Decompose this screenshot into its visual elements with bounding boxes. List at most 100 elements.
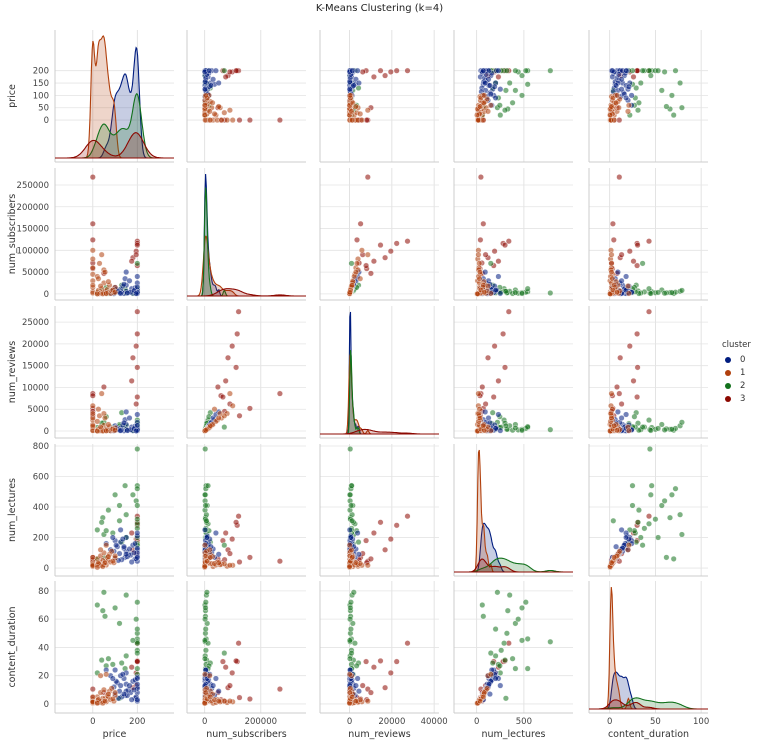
point-cluster-0 [497, 290, 504, 297]
point-cluster-2 [109, 661, 116, 668]
point-cluster-0 [355, 551, 362, 558]
point-cluster-1 [476, 275, 483, 282]
point-cluster-0 [347, 534, 354, 541]
point-cluster-2 [203, 589, 210, 596]
legend-item-2: 2 [725, 379, 751, 392]
point-cluster-3 [377, 67, 384, 74]
point-cluster-0 [134, 283, 141, 290]
y-axis-label: num_subscribers [7, 194, 18, 275]
point-cluster-2 [347, 626, 354, 633]
point-cluster-3 [246, 696, 253, 703]
panel-content_duration-vs-num_reviews: 0 20000 40000 num_reviews [319, 581, 448, 740]
point-cluster-0 [614, 269, 621, 276]
point-cluster-2 [652, 516, 659, 523]
point-cluster-1 [480, 117, 487, 124]
point-cluster-3 [222, 377, 229, 384]
point-cluster-2 [524, 635, 531, 642]
point-cluster-0 [124, 427, 131, 434]
point-cluster-1 [349, 117, 356, 124]
panel-num_lectures-vs-price: 0 200 400 600 800 num_lectures [7, 442, 174, 577]
point-cluster-3 [646, 308, 653, 315]
point-cluster-2 [489, 409, 496, 416]
panel-num_reviews-vs-num_reviews [319, 306, 439, 439]
point-cluster-1 [112, 427, 119, 434]
point-cluster-1 [625, 102, 632, 109]
point-cluster-3 [502, 364, 509, 371]
point-cluster-3 [626, 343, 633, 350]
point-cluster-2 [647, 491, 654, 498]
point-cluster-2 [103, 527, 110, 534]
point-cluster-0 [207, 82, 214, 89]
panel-price-vs-num_subscribers [186, 30, 306, 163]
point-cluster-3 [382, 72, 389, 79]
point-cluster-2 [202, 626, 209, 633]
point-cluster-0 [346, 78, 353, 85]
point-cluster-2 [122, 482, 129, 489]
point-cluster-1 [625, 427, 632, 434]
point-cluster-2 [678, 287, 685, 294]
point-cluster-3 [495, 377, 502, 384]
point-cluster-3 [646, 513, 653, 520]
point-cluster-2 [519, 427, 526, 434]
panel-price-vs-num_lectures [453, 30, 573, 163]
point-cluster-3 [246, 554, 253, 561]
point-cluster-1 [105, 553, 112, 560]
point-cluster-1 [480, 693, 487, 700]
kde-cluster-3 [589, 699, 708, 710]
point-cluster-0 [206, 67, 213, 74]
kde-cluster-3 [320, 428, 439, 435]
x-tick-label: 50 [650, 717, 661, 727]
point-cluster-3 [367, 270, 374, 277]
point-cluster-1 [101, 559, 108, 566]
point-cluster-0 [350, 82, 357, 89]
point-cluster-1 [481, 289, 488, 296]
point-cluster-1 [202, 92, 209, 99]
kde-cluster-2 [454, 557, 573, 573]
point-cluster-2 [641, 525, 648, 532]
point-cluster-3 [491, 248, 498, 255]
point-cluster-2 [506, 592, 513, 599]
x-tick-label: 0 [202, 717, 207, 727]
point-cluster-2 [519, 604, 526, 611]
kde-cluster-1 [320, 353, 439, 435]
point-cluster-2 [670, 555, 677, 562]
point-cluster-2 [668, 491, 675, 498]
point-cluster-2 [646, 520, 653, 527]
point-cluster-1 [347, 289, 354, 296]
point-cluster-0 [480, 67, 487, 74]
point-cluster-3 [367, 689, 374, 696]
point-cluster-2 [509, 655, 516, 662]
point-cluster-2 [519, 290, 526, 297]
panel-price-vs-num_reviews [319, 30, 439, 163]
point-cluster-2 [494, 589, 501, 596]
point-cluster-2 [647, 72, 654, 79]
point-cluster-3 [359, 68, 366, 75]
point-cluster-1 [105, 691, 112, 698]
point-cluster-0 [215, 79, 222, 86]
y-tick-label: 5000 [27, 405, 49, 415]
point-cluster-2 [519, 637, 526, 644]
point-cluster-1 [484, 685, 491, 692]
point-cluster-1 [224, 117, 231, 124]
y-tick-label: 250000 [17, 181, 49, 191]
point-cluster-1 [202, 427, 209, 434]
y-tick-label: 20000 [22, 340, 49, 350]
panel-num_subscribers-vs-price: 0 50000 100000 150000 200000 250000 num_subscr… [7, 168, 174, 301]
point-cluster-1 [608, 103, 615, 110]
point-cluster-2 [648, 482, 655, 489]
panel-num_lectures-vs-num_reviews [319, 444, 439, 577]
point-cluster-3 [616, 390, 623, 397]
y-axis-label: price [7, 84, 18, 108]
x-tick-label: 200 [129, 717, 145, 727]
point-cluster-2 [631, 413, 638, 420]
x-tick-label: 0 [474, 717, 479, 727]
point-cluster-3 [377, 519, 384, 526]
point-cluster-0 [117, 682, 124, 689]
point-cluster-1 [95, 275, 102, 282]
point-cluster-3 [377, 242, 384, 249]
point-cluster-0 [486, 82, 493, 89]
point-cluster-2 [123, 652, 130, 659]
point-cluster-0 [623, 411, 630, 418]
point-cluster-1 [608, 260, 615, 267]
